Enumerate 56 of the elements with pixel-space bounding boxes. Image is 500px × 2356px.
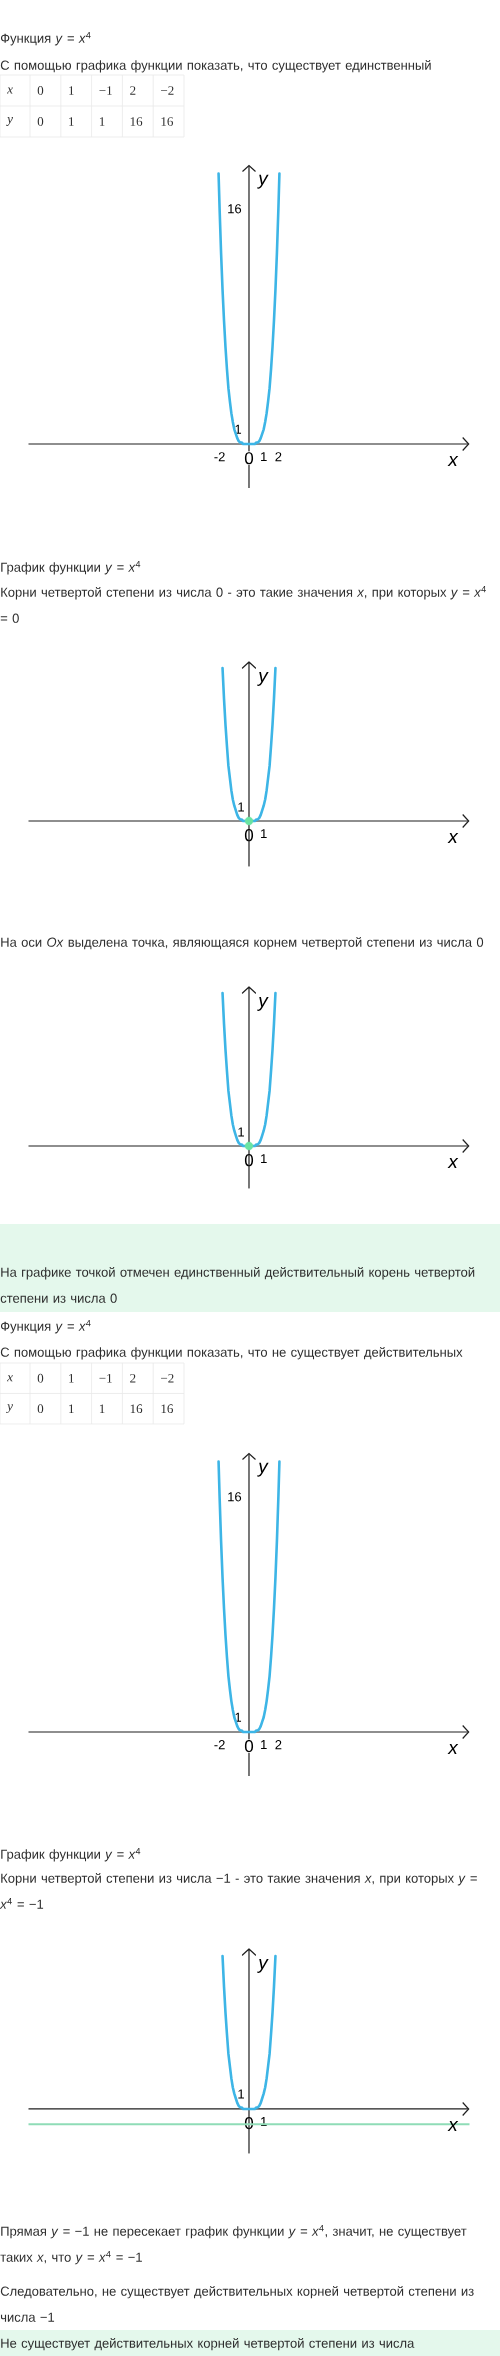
text: −1 — [99, 86, 112, 95]
x-tick-label: 0 — [244, 452, 254, 465]
x-tick-label: -2 — [214, 452, 225, 462]
text: y — [6, 117, 13, 126]
x-tick-label: 2 — [275, 452, 282, 462]
y-axis-title: y — [257, 1462, 269, 1477]
text: y — [6, 1404, 13, 1414]
x-tick-label: 0 — [244, 1740, 254, 1753]
x-axis-title: x — [447, 1743, 459, 1754]
x-axis-title: x — [447, 455, 459, 467]
text: Следовательно, не существует действительных корней четвертой степени из числа −1 — [0, 2286, 474, 2322]
text: 16 — [130, 117, 143, 126]
text: 2 — [130, 1373, 136, 1383]
chart-title: График функции y = x$^{4}$ — [1, 1848, 141, 1862]
text: 2 — [130, 86, 136, 95]
text: Функция y = x$^{4}$ — [0, 1320, 91, 1334]
x-tick-label: -2 — [214, 1740, 225, 1750]
x-tick-label: 1 — [261, 452, 267, 462]
text: 0 — [37, 117, 44, 126]
text: 16 — [161, 1404, 174, 1414]
text: 16 — [161, 117, 174, 126]
x-axis-title: x — [447, 832, 459, 843]
text: 0 — [37, 1404, 44, 1414]
text: Корни четвертой степени из числа 0 - это такие значения x, при которых y = x$^{4}$ = 0 — [0, 586, 486, 623]
y-axis-title: y — [257, 1958, 269, 1973]
text: −2 — [161, 86, 174, 95]
y-axis-title: y — [257, 997, 269, 1011]
text: 16 — [130, 1404, 143, 1414]
y-tick-label: 16 — [228, 1492, 242, 1502]
chart-title: На оси Ox выделена точка, являющаяся корнем четвертой степени из числа 0 — [1, 937, 484, 950]
text: 1 — [69, 86, 74, 95]
chart-title: График функции y = x$^{4}$ — [1, 561, 141, 575]
y-tick-label: 16 — [228, 204, 242, 214]
text: Функция y = x$^{4}$ — [0, 32, 91, 46]
x-tick-label: 2 — [275, 1740, 282, 1750]
text: 1 — [69, 1404, 74, 1414]
y-axis-title: y — [257, 672, 269, 686]
text: 1 — [99, 1404, 105, 1414]
text: −1 — [99, 1373, 112, 1383]
x-tick-label: 1 — [261, 1740, 267, 1750]
text: 1 — [99, 117, 105, 126]
text: −2 — [161, 1373, 174, 1383]
text: 1 — [69, 1373, 74, 1383]
text: Прямая y = −1 не пересекает график функции y = x$^{4}$, значит, не существует таких x, что y = x$^{4}$ = −1 — [0, 2225, 467, 2265]
text: 0 — [37, 86, 44, 95]
text: Не существует действительных корней четвертой степени из числа — [1, 2338, 415, 2351]
x-axis-title: x — [447, 2120, 459, 2131]
x-axis-title: x — [447, 1157, 459, 1168]
text: x — [7, 87, 13, 94]
text: x — [7, 1375, 13, 1382]
text: С помощью графика функции показать, что существует единственный — [0, 60, 431, 73]
text: Корни четвертой степени из числа −1 - это такие значения x, при которых y = x$^{4}$ = −1 — [0, 1873, 477, 1909]
text: 0 — [37, 1373, 44, 1383]
text: 1 — [69, 117, 74, 126]
text: С помощью графика функции показать, что не существует действительных — [0, 1347, 463, 1360]
y-axis-title: y — [257, 174, 269, 189]
